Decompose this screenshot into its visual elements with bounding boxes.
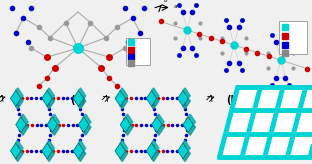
Polygon shape bbox=[42, 91, 52, 106]
Polygon shape bbox=[78, 151, 86, 161]
Polygon shape bbox=[287, 134, 312, 157]
Polygon shape bbox=[188, 114, 195, 125]
Polygon shape bbox=[47, 88, 54, 98]
Polygon shape bbox=[188, 125, 195, 135]
Polygon shape bbox=[47, 98, 54, 109]
Polygon shape bbox=[78, 88, 86, 98]
Polygon shape bbox=[78, 98, 86, 109]
Polygon shape bbox=[125, 114, 133, 125]
Polygon shape bbox=[277, 87, 306, 110]
Polygon shape bbox=[16, 98, 23, 109]
Polygon shape bbox=[73, 91, 84, 106]
Polygon shape bbox=[120, 98, 128, 109]
Polygon shape bbox=[120, 117, 131, 133]
Polygon shape bbox=[120, 151, 128, 161]
Polygon shape bbox=[52, 125, 60, 135]
Polygon shape bbox=[146, 143, 157, 159]
Text: (a): (a) bbox=[70, 95, 86, 105]
Polygon shape bbox=[254, 87, 283, 110]
Polygon shape bbox=[73, 143, 84, 159]
Polygon shape bbox=[294, 110, 312, 134]
Polygon shape bbox=[16, 117, 26, 133]
Polygon shape bbox=[242, 134, 271, 157]
Polygon shape bbox=[183, 140, 190, 151]
Polygon shape bbox=[84, 114, 91, 125]
Polygon shape bbox=[21, 125, 28, 135]
Polygon shape bbox=[120, 88, 128, 98]
Polygon shape bbox=[183, 98, 190, 109]
Polygon shape bbox=[11, 143, 21, 159]
Polygon shape bbox=[42, 143, 52, 159]
Polygon shape bbox=[265, 134, 294, 157]
Polygon shape bbox=[16, 88, 23, 98]
Polygon shape bbox=[115, 91, 125, 106]
Polygon shape bbox=[52, 114, 60, 125]
Polygon shape bbox=[183, 88, 190, 98]
Polygon shape bbox=[78, 140, 86, 151]
Polygon shape bbox=[125, 125, 133, 135]
Polygon shape bbox=[84, 125, 91, 135]
Polygon shape bbox=[146, 91, 157, 106]
Text: (b): (b) bbox=[226, 95, 242, 105]
Polygon shape bbox=[183, 151, 190, 161]
Polygon shape bbox=[152, 98, 159, 109]
Polygon shape bbox=[226, 110, 254, 134]
Polygon shape bbox=[271, 110, 300, 134]
Polygon shape bbox=[16, 151, 23, 161]
Polygon shape bbox=[219, 134, 248, 157]
Polygon shape bbox=[157, 114, 164, 125]
Polygon shape bbox=[300, 87, 312, 110]
Bar bbox=[126, 38, 150, 65]
Polygon shape bbox=[47, 117, 57, 133]
Polygon shape bbox=[178, 91, 188, 106]
Polygon shape bbox=[157, 125, 164, 135]
Polygon shape bbox=[47, 140, 54, 151]
Polygon shape bbox=[152, 88, 159, 98]
Polygon shape bbox=[178, 143, 188, 159]
Polygon shape bbox=[78, 117, 89, 133]
Polygon shape bbox=[11, 91, 21, 106]
Bar bbox=[279, 21, 307, 54]
Polygon shape bbox=[152, 140, 159, 151]
Polygon shape bbox=[47, 151, 54, 161]
Polygon shape bbox=[115, 143, 125, 159]
Polygon shape bbox=[232, 87, 261, 110]
Polygon shape bbox=[152, 117, 162, 133]
Polygon shape bbox=[248, 110, 277, 134]
Polygon shape bbox=[183, 117, 193, 133]
Polygon shape bbox=[120, 140, 128, 151]
Polygon shape bbox=[21, 114, 28, 125]
Polygon shape bbox=[152, 151, 159, 161]
Text: b: b bbox=[164, 0, 167, 2]
Polygon shape bbox=[16, 140, 23, 151]
Text: a: a bbox=[173, 3, 177, 9]
